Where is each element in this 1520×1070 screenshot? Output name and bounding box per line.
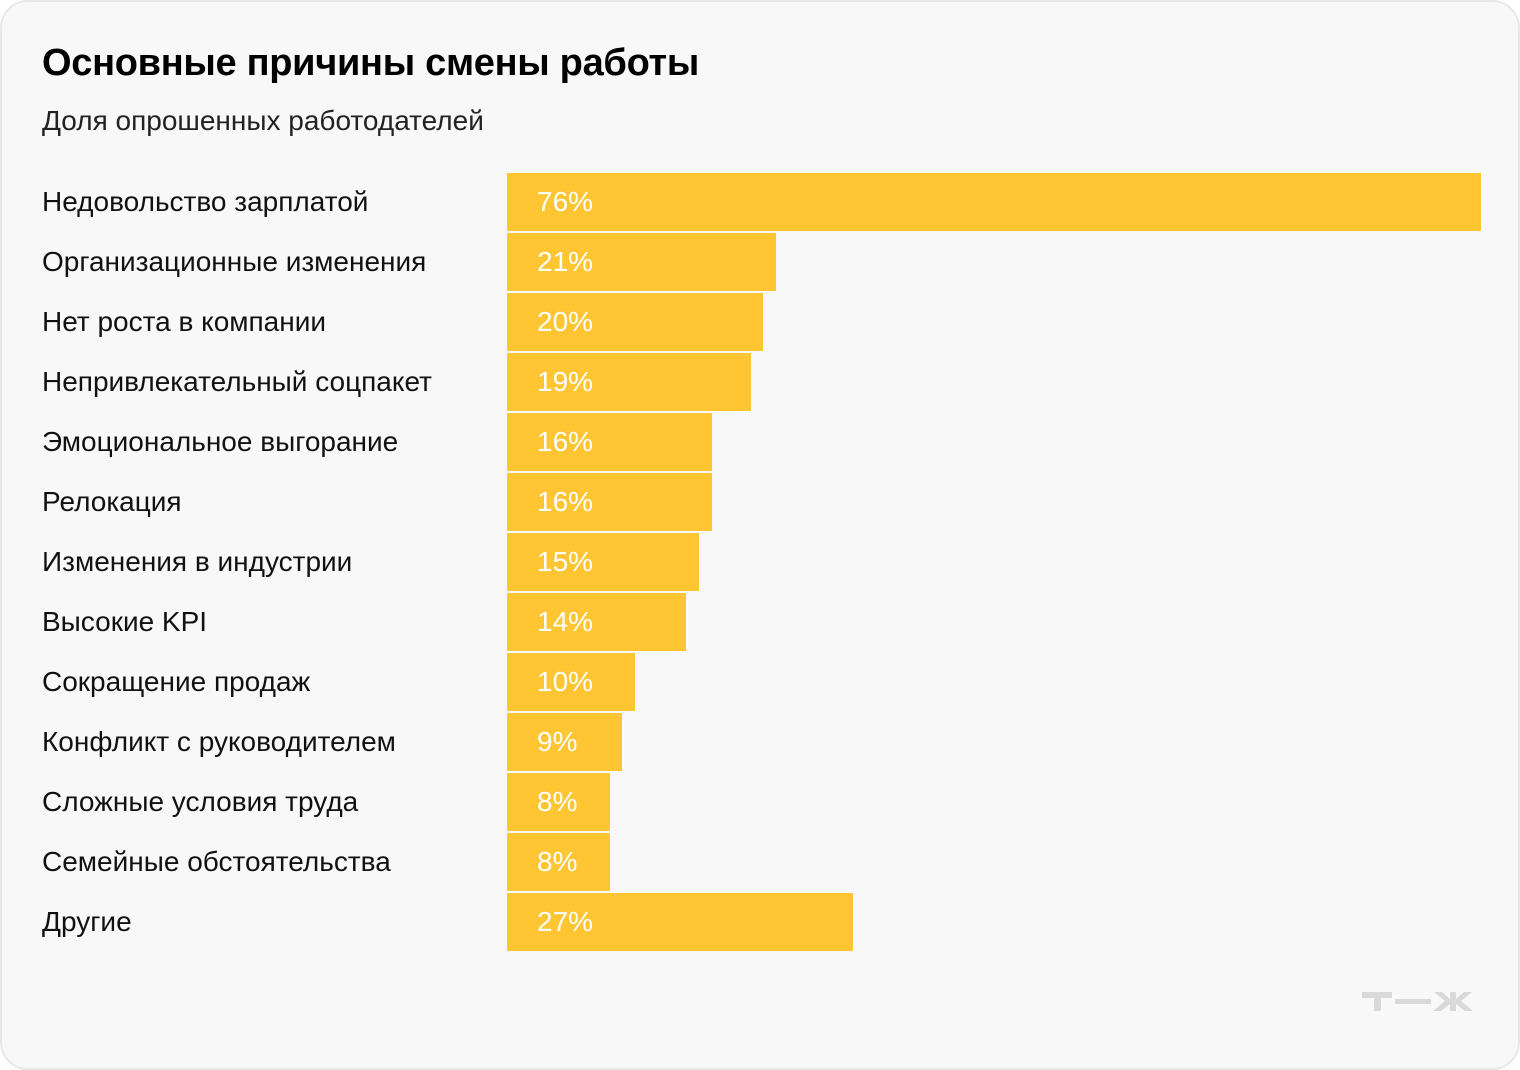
category-label: Непривлекательный соцпакет — [42, 366, 432, 397]
bar — [507, 233, 776, 291]
bar — [507, 893, 853, 951]
data-label: 14% — [537, 606, 594, 637]
bar — [507, 473, 712, 531]
data-label: 27% — [537, 906, 594, 937]
chart-subtitle: Доля опрошенных работодателей — [42, 105, 484, 136]
bar — [507, 353, 751, 411]
bar — [507, 773, 610, 831]
data-label: 15% — [537, 546, 594, 577]
category-label: Нет роста в компании — [42, 306, 326, 337]
data-label: 20% — [537, 306, 594, 337]
category-label: Организационные изменения — [42, 246, 427, 277]
bar — [507, 833, 610, 891]
data-label: 19% — [537, 366, 594, 397]
bar — [507, 593, 686, 651]
category-label: Высокие KPI — [42, 606, 208, 637]
bar — [507, 713, 622, 771]
bar — [507, 533, 699, 591]
bar — [507, 293, 763, 351]
data-label: 21% — [537, 246, 594, 277]
data-label: 10% — [537, 666, 594, 697]
category-label: Изменения в индустрии — [42, 546, 353, 577]
chart-title: Основные причины смены работы — [42, 42, 700, 84]
data-label: 8% — [537, 786, 578, 817]
bar — [507, 173, 1481, 231]
category-label: Релокация — [42, 486, 182, 517]
category-label: Конфликт с руководителем — [42, 726, 396, 757]
category-label: Эмоциональное выгорание — [42, 426, 399, 457]
category-label: Недовольство зарплатой — [42, 186, 369, 217]
data-label: 9% — [537, 726, 578, 757]
data-label: 8% — [537, 846, 578, 877]
category-label: Сокращение продаж — [42, 666, 311, 697]
bar — [507, 653, 635, 711]
bar — [507, 413, 712, 471]
data-label: 76% — [537, 186, 594, 217]
category-label: Другие — [42, 906, 132, 937]
data-label: 16% — [537, 486, 594, 517]
data-label: 16% — [537, 426, 594, 457]
category-label: Семейные обстоятельства — [42, 846, 391, 877]
tzh-logo — [1362, 992, 1473, 1011]
category-label: Сложные условия труда — [42, 786, 359, 817]
